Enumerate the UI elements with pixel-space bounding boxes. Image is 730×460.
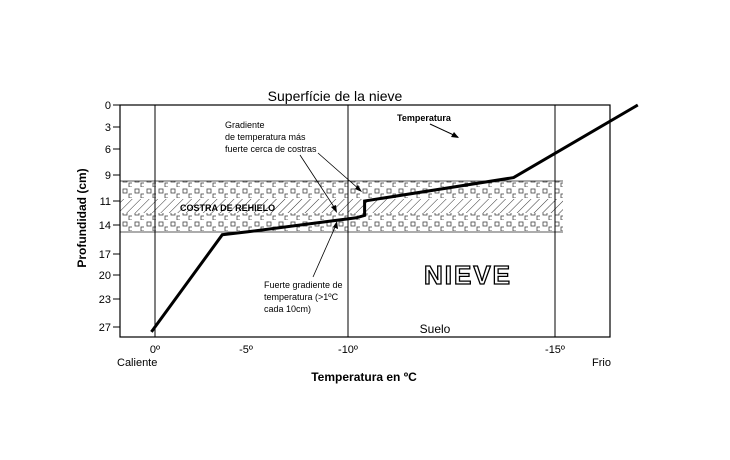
- lower-note-pointer: [312, 224, 337, 278]
- y-tick-20: 20: [99, 270, 111, 282]
- ground-label: Suelo: [420, 322, 451, 336]
- snow-label: NIEVE: [424, 260, 512, 290]
- upper-note-pointer-a: [317, 152, 361, 191]
- upper-note: Gradiente de temperatura más fuerte cerc…: [225, 120, 317, 154]
- y-tick-3: 3: [105, 122, 111, 134]
- y-tick-6: 6: [105, 144, 111, 156]
- upper-note-pointer-b: [299, 154, 337, 211]
- y-tick-9: 9: [105, 170, 111, 182]
- temperature-pointer-head: [451, 132, 459, 138]
- upper-note-pointer-a-head: [355, 185, 362, 192]
- x-tick-minus10: -10º: [338, 344, 358, 356]
- lower-grain-layer: [120, 213, 563, 232]
- y-tick-labels: 0 3 6 9 11 14 17 20 23 27: [99, 100, 111, 334]
- upper-note-line-3: fuerte cerca de costras: [225, 144, 317, 154]
- y-tick-17: 17: [99, 249, 111, 261]
- refreeze-crust-layer: [120, 199, 563, 213]
- temperature-profile-line: [150, 103, 639, 333]
- x-tick-0: 0º: [150, 344, 160, 356]
- x-tick-minus5: -5º: [239, 344, 253, 356]
- y-tick-14: 14: [99, 220, 111, 232]
- lower-note-line-1: Fuerte gradiente de: [264, 280, 343, 290]
- lower-note: Fuerte gradiente de temperatura (>1ºC ca…: [264, 280, 345, 314]
- lower-note-line-3: cada 10cm): [264, 304, 311, 314]
- y-tick-marks: [113, 104, 120, 328]
- upper-note-line-1: Gradiente: [225, 120, 265, 130]
- upper-note-pointer-b-head: [331, 205, 337, 213]
- plot-frame: [119, 104, 611, 338]
- lower-note-line-2: temperatura (>1ºC: [264, 292, 339, 302]
- temperature-series-label: Temperatura: [397, 113, 452, 123]
- x-axis-label: Temperatura en ºC: [311, 370, 417, 384]
- upper-note-line-2: de temperatura más: [225, 132, 306, 142]
- y-tick-11: 11: [100, 196, 111, 208]
- x-axis-warm-end: Caliente: [117, 357, 157, 369]
- crust-label: COSTRA DE REHIELO: [180, 203, 275, 213]
- x-tick-minus15: -15º: [545, 344, 565, 356]
- diagram-title: Superfície de la nieve: [268, 88, 403, 104]
- y-axis-label: Profundidad (cm): [75, 168, 89, 267]
- lower-note-pointer-head: [333, 221, 338, 229]
- y-tick-23: 23: [99, 294, 111, 306]
- y-tick-27: 27: [99, 322, 111, 334]
- y-tick-0: 0: [105, 100, 111, 112]
- upper-grain-layer: [120, 181, 563, 199]
- x-axis-cold-end: Frio: [592, 357, 611, 369]
